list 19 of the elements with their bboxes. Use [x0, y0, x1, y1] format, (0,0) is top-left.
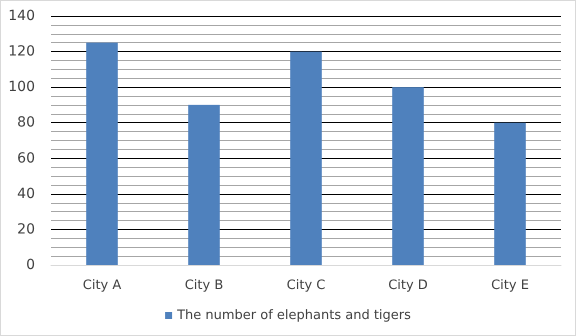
bar — [290, 52, 322, 265]
y-tick-label: 140 — [8, 8, 35, 24]
bar — [86, 42, 118, 265]
bar — [494, 122, 526, 265]
y-tick-label: 100 — [8, 79, 35, 96]
x-tick-label: City D — [388, 278, 428, 293]
x-tick-label: City C — [286, 278, 326, 293]
bar — [188, 104, 220, 265]
y-tick-label: 120 — [8, 44, 35, 60]
x-tick-label: City E — [491, 278, 529, 293]
y-tick-label: 40 — [17, 186, 35, 202]
y-tick-label: 20 — [17, 221, 35, 238]
y-tick-label: 0 — [26, 257, 35, 273]
y-tick-label: 60 — [17, 150, 35, 166]
x-tick-label: City B — [184, 278, 224, 293]
bar — [392, 87, 424, 265]
legend-label: The number of elephants and tigers — [176, 308, 412, 323]
y-tick-label: 80 — [17, 114, 35, 131]
x-tick-label: City A — [82, 278, 122, 293]
